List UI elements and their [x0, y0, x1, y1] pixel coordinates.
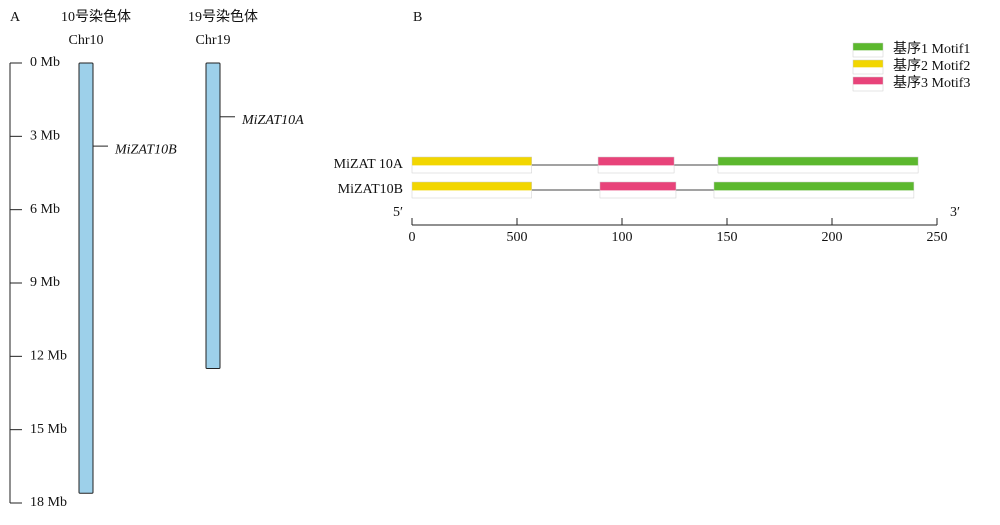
legend-swatch	[852, 59, 884, 75]
chromosome-title: 10号染色体	[61, 8, 131, 25]
scale-tick-label: 9 Mb	[30, 275, 60, 290]
x-tick-label: 100	[612, 230, 633, 245]
scale-tick-label: 6 Mb	[30, 202, 60, 217]
chromosome-title: 19号染色体	[188, 8, 258, 25]
chromosome-name: Chr10	[69, 33, 104, 48]
legend-label: 基序1 Motif1	[893, 40, 970, 57]
x-tick-label: 250	[927, 230, 948, 245]
scale-tick-label: 0 Mb	[30, 55, 60, 70]
chromosome-name: Chr19	[196, 33, 231, 48]
gene-label: MiZAT10A	[241, 113, 304, 128]
chromosome	[205, 62, 221, 370]
x-tick-label: 500	[507, 230, 528, 245]
legend-label: 基序2 Motif2	[893, 57, 970, 74]
end-label: 3′	[950, 205, 960, 220]
scale-tick-label: 12 Mb	[30, 349, 67, 364]
legend-swatch	[852, 76, 884, 92]
motif	[411, 181, 532, 199]
motif	[599, 181, 677, 199]
scale-tick-label: 18 Mb	[30, 495, 67, 510]
panel-label: A	[10, 10, 21, 25]
end-label: 5′	[393, 205, 403, 220]
motif	[717, 156, 919, 174]
sequence-name: MiZAT 10A	[334, 157, 404, 172]
scale-tick-label: 3 Mb	[30, 129, 60, 144]
panel-label: B	[413, 10, 422, 25]
x-tick-label: 200	[822, 230, 843, 245]
motif	[713, 181, 915, 199]
motif	[597, 156, 675, 174]
motif	[411, 156, 532, 174]
sequence-name: MiZAT10B	[338, 182, 403, 197]
legend-swatch	[852, 42, 884, 58]
gene-label: MiZAT10B	[114, 142, 177, 157]
scale-tick-label: 15 Mb	[30, 422, 67, 437]
x-tick-label: 0	[409, 230, 416, 245]
legend-label: 基序3 Motif3	[893, 74, 970, 91]
chromosome	[78, 62, 94, 494]
x-tick-label: 150	[717, 230, 738, 245]
